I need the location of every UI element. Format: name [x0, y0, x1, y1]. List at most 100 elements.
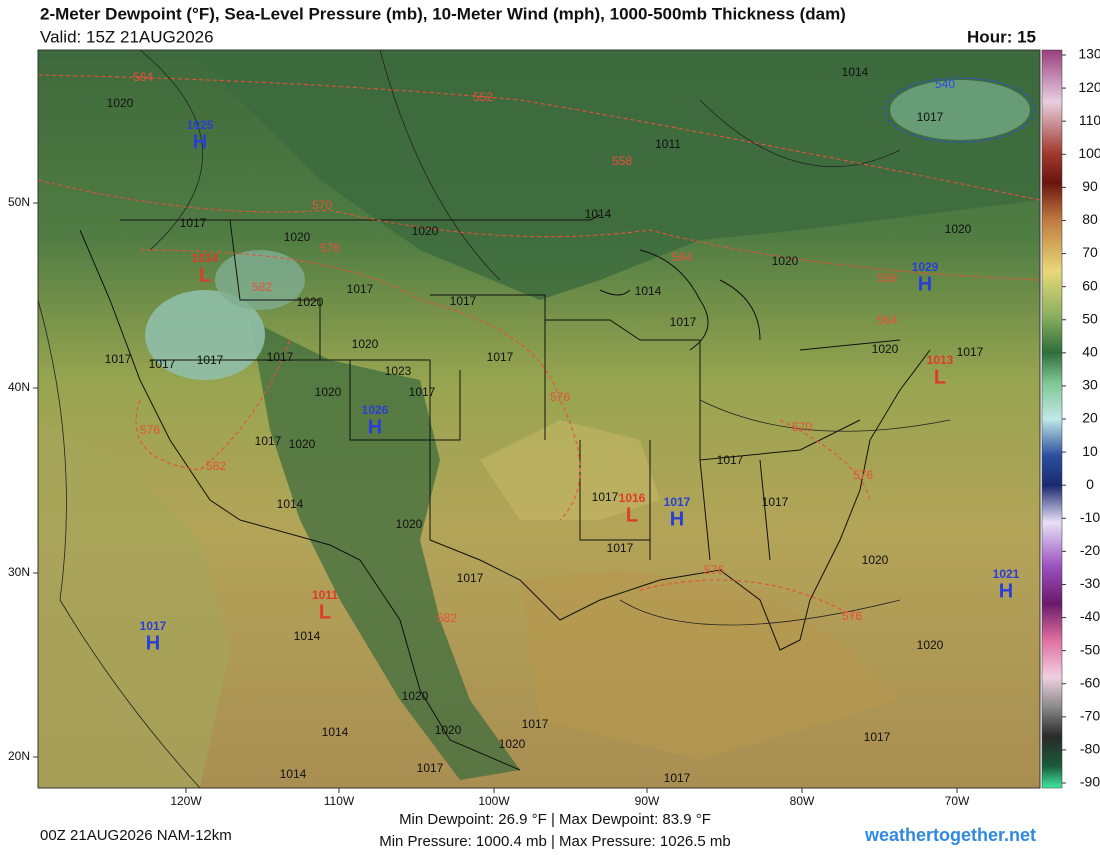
pressure-range: Min Pressure: 1000.4 mb | Max Pressure: …: [379, 833, 731, 850]
isobar-label: 1020: [917, 638, 944, 652]
isobar-label: 1020: [872, 342, 899, 356]
isobar-label: 1017: [864, 730, 891, 744]
thickness-label: 582: [437, 611, 457, 625]
model-run: 00Z 21AUG2026 NAM-12km: [40, 827, 232, 844]
pressure-value: 1017: [664, 495, 691, 509]
isobar-label: 1014: [280, 767, 307, 781]
thickness-contour: [38, 74, 1040, 201]
colorbar-label: -10: [1080, 509, 1100, 525]
isobar-label: 1017: [457, 571, 484, 585]
dewpoint-region: [145, 290, 265, 380]
colorbar-label: 10: [1082, 443, 1098, 459]
isobar-label: 1017: [592, 490, 619, 504]
thickness-label: 576: [550, 390, 570, 404]
lat-label: 40N: [8, 380, 30, 394]
isobar-label: 1020: [945, 222, 972, 236]
lon-label: 100W: [478, 794, 510, 808]
lat-label: 30N: [8, 565, 30, 579]
isobar-label: 1020: [396, 517, 423, 531]
thickness-label: 576: [320, 241, 340, 255]
lat-label: 50N: [8, 195, 30, 209]
isobar-label: 1017: [607, 541, 634, 555]
isobar-label: 1020: [289, 437, 316, 451]
border: [150, 294, 901, 561]
isobar-label: 1020: [107, 96, 134, 110]
thickness-label: 564: [877, 313, 897, 327]
thickness-label: 570: [312, 198, 332, 212]
pressure-value: 1013: [927, 353, 954, 367]
pressure-value: 1017: [140, 619, 167, 633]
isobar-label: 1017: [267, 350, 294, 364]
isobar-label: 1017: [149, 357, 176, 371]
isobar-label: 1014: [585, 207, 612, 221]
pressure-value: 1014: [192, 251, 219, 265]
isobar-label: 1023: [385, 364, 412, 378]
thickness-label: 576: [704, 563, 724, 577]
thickness-label: 582: [206, 459, 226, 473]
map-field: [38, 50, 1040, 788]
isobar-label: 1014: [294, 629, 321, 643]
thickness-label: 564: [133, 70, 153, 84]
isobar-label: 1017: [522, 717, 549, 731]
thickness-label: 576: [842, 609, 862, 623]
thickness-label: 564: [672, 250, 692, 264]
isobar-label: 1014: [322, 725, 349, 739]
pressure-letter: L: [626, 504, 638, 526]
thickness-contours: [38, 74, 1040, 621]
colorbar-label: 110: [1079, 112, 1100, 128]
thickness-contour: [135, 339, 871, 621]
isobar-label: 1017: [347, 282, 374, 296]
pressure-letter: H: [670, 508, 684, 530]
dewpoint-region: [38, 420, 230, 788]
colorbar-label: -20: [1080, 542, 1100, 558]
forecast-hour: Hour: 15: [967, 27, 1036, 46]
colorbar-label: 50: [1082, 310, 1098, 326]
pressure-value: 1011: [312, 588, 338, 602]
colorbar-label: 60: [1082, 277, 1098, 293]
site-credit: weathertogether.net: [864, 825, 1036, 845]
dewpoint-region: [250, 320, 520, 780]
valid-time: Valid: 15Z 21AUG2026: [40, 27, 214, 46]
isobar-label: 1017: [450, 294, 477, 308]
lake-outline: [599, 249, 761, 351]
colorbar-label: -70: [1080, 708, 1100, 724]
colorbar: [1041, 49, 1063, 789]
isobar-label: 1014: [277, 497, 304, 511]
thickness-contour: [884, 77, 1036, 143]
thickness-label: 558: [877, 271, 897, 285]
isobar-label: 1017: [717, 453, 744, 467]
isobar-label: 1020: [412, 224, 439, 238]
borders: [38, 50, 951, 788]
isobar-label: 1020: [284, 230, 311, 244]
isobar-label: 1011: [655, 137, 681, 151]
colorbar-label: -30: [1080, 575, 1100, 591]
lon-label: 110W: [324, 794, 355, 808]
isobar-label: 1017: [664, 771, 691, 785]
isobar-label: 1020: [297, 295, 324, 309]
colorbar-label: 90: [1082, 178, 1098, 194]
lon-label: 70W: [945, 794, 970, 808]
colorbar-label: 30: [1082, 377, 1098, 393]
thickness-label: 582: [252, 280, 272, 294]
isobar-label: 1017: [409, 385, 436, 399]
dewpoint-range: Min Dewpoint: 26.9 °F | Max Dewpoint: 83…: [399, 811, 711, 828]
pressure-value: 1029: [912, 260, 939, 274]
isobar-label: 1017: [180, 216, 207, 230]
isobar-label: 1020: [499, 737, 526, 751]
colorbar-label: -60: [1080, 674, 1100, 690]
dewpoint-region: [38, 50, 1040, 300]
isobar-label: 1020: [315, 385, 342, 399]
isobar-label: 1020: [352, 337, 379, 351]
colorbar-label: -40: [1080, 608, 1100, 624]
lon-label: 90W: [635, 794, 660, 808]
thickness-label: 540: [935, 77, 955, 91]
colorbar-label: 0: [1086, 476, 1094, 492]
pressure-letter: L: [319, 601, 331, 623]
colorbar-label: -90: [1080, 774, 1100, 790]
pressure-letter: H: [999, 580, 1013, 602]
colorbar-label: -80: [1080, 741, 1100, 757]
isobar-label: 1017: [670, 315, 697, 329]
dewpoint-region: [480, 420, 660, 520]
dewpoint-region: [520, 570, 900, 760]
colorbar-label: 40: [1082, 344, 1098, 360]
